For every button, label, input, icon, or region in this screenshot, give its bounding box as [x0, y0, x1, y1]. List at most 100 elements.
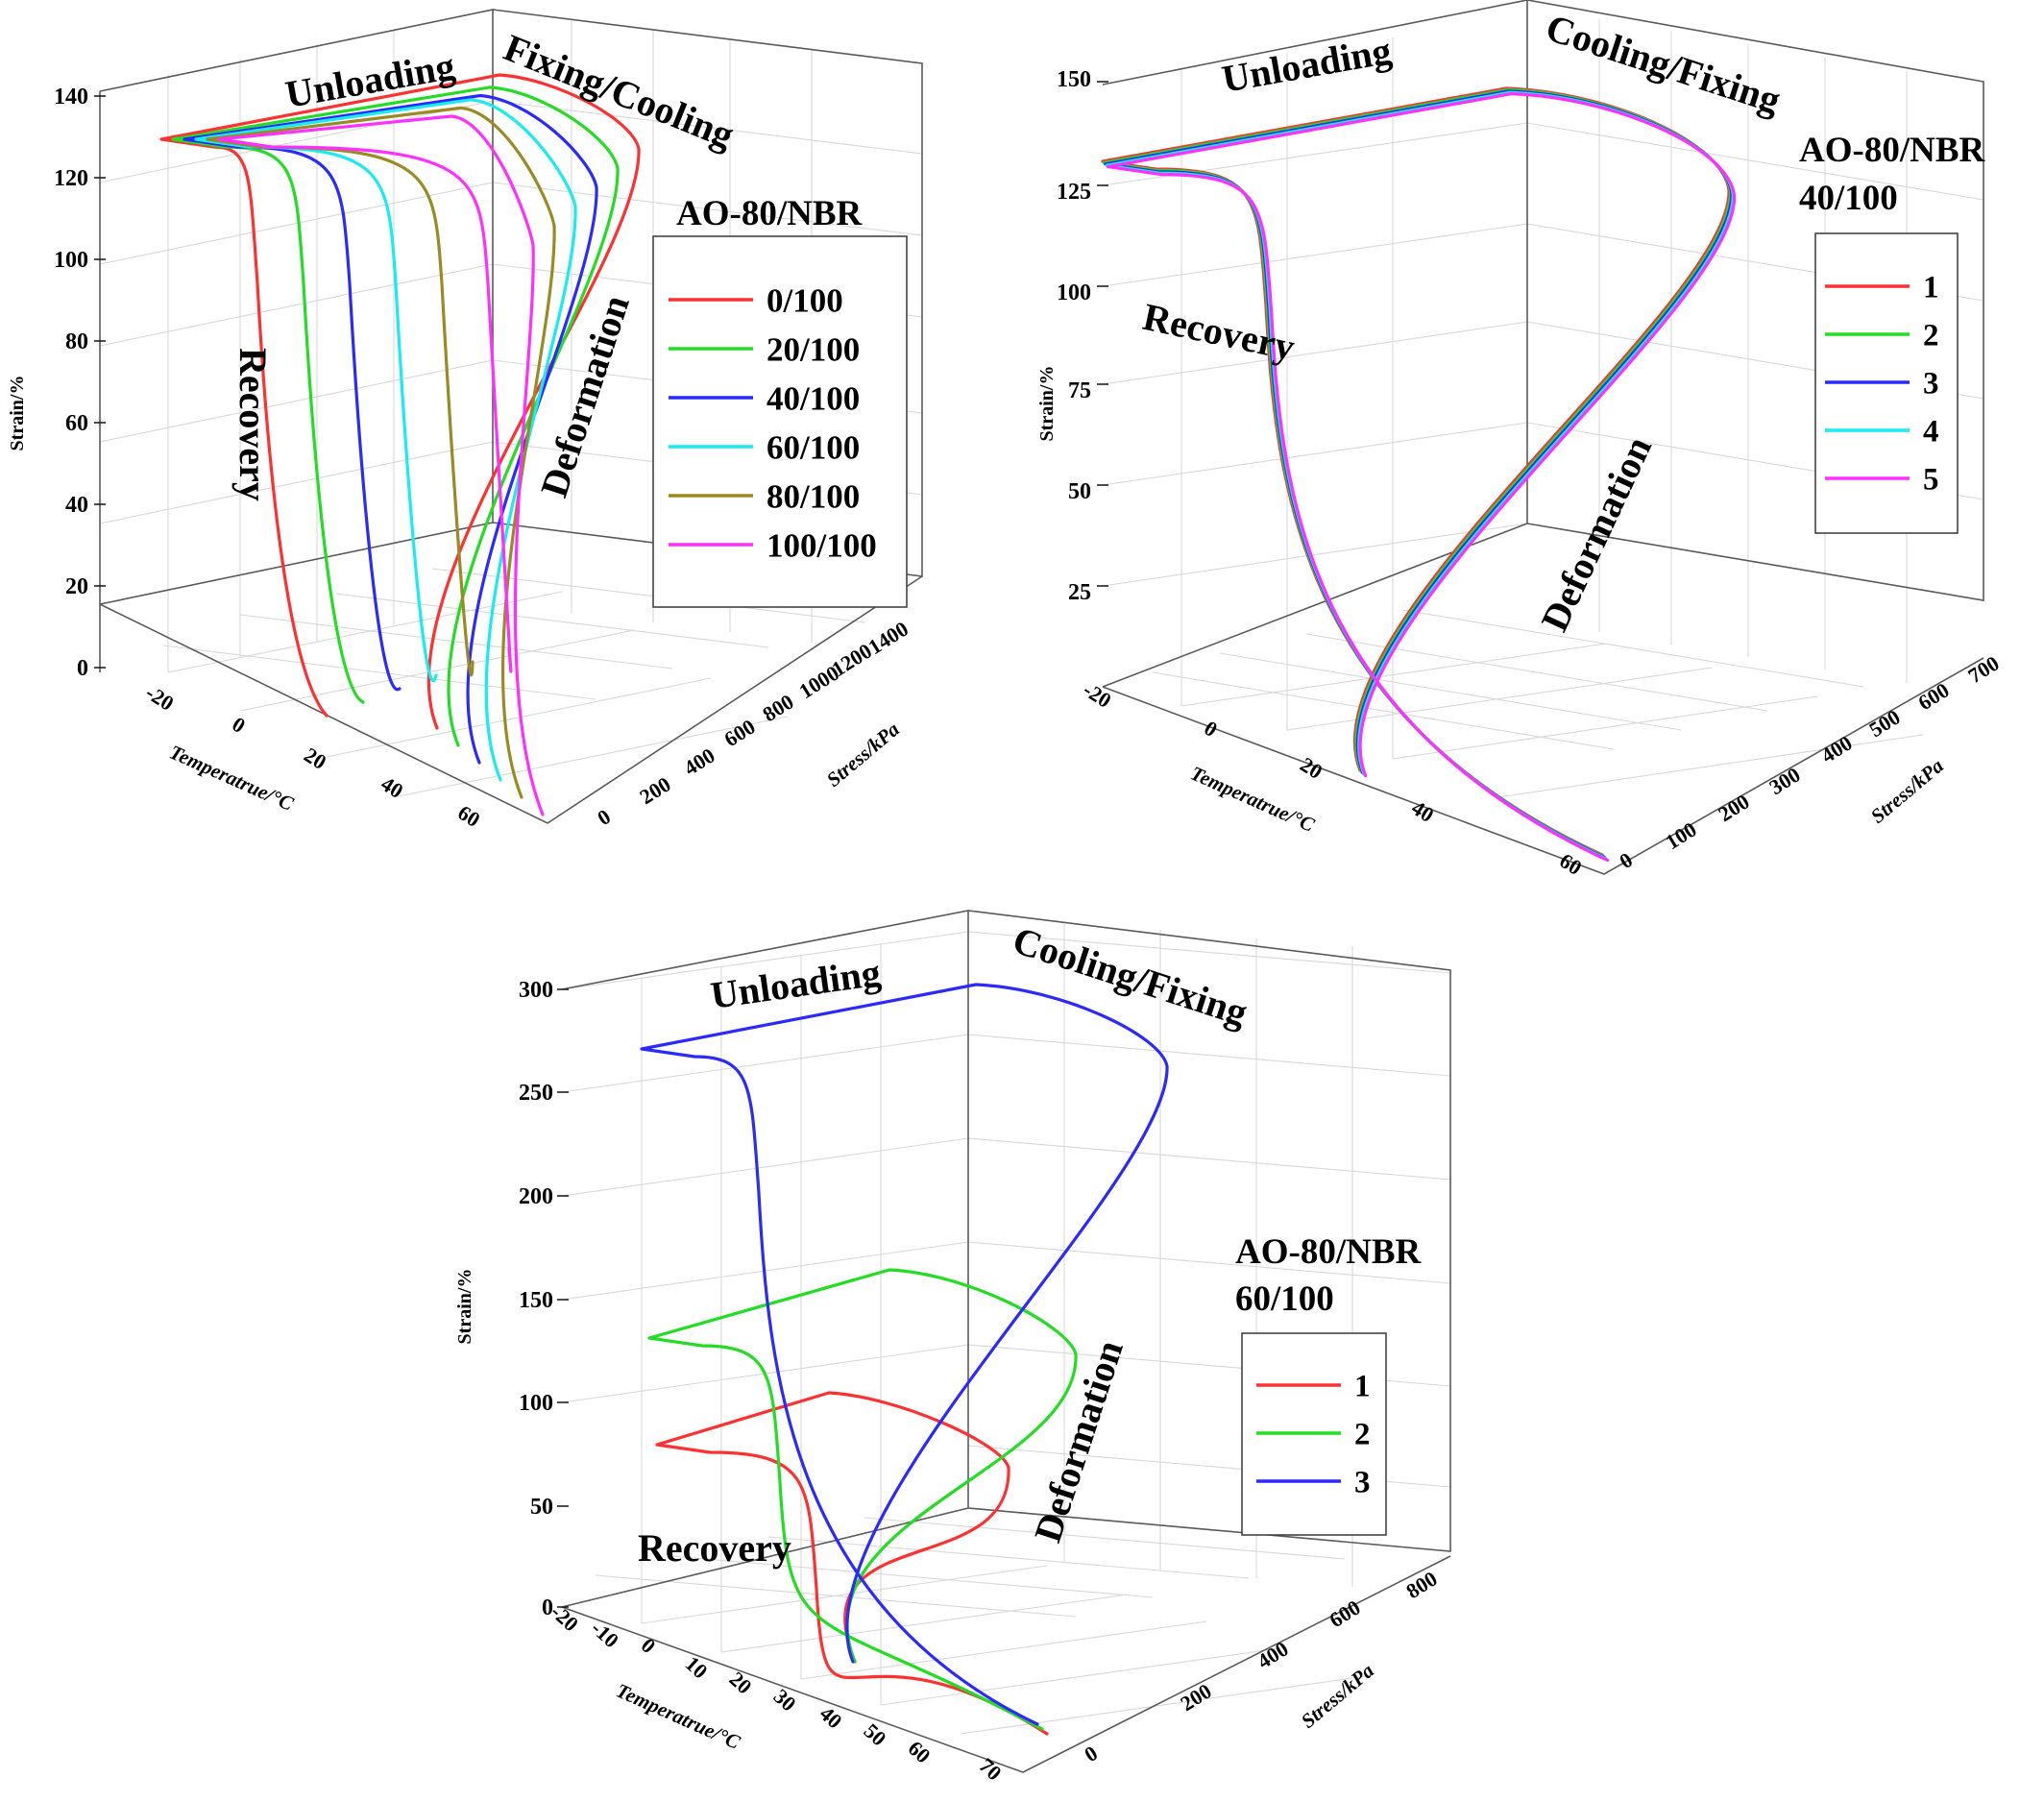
annotation-deformation: Deformation [1026, 1335, 1132, 1547]
legend-label-1: 1 [1923, 271, 1939, 305]
x-tick-label: -20 [141, 680, 178, 716]
series-line-20-100 [171, 85, 620, 747]
legend-label-3: 3 [1923, 367, 1939, 402]
x-tick-label: 0 [1200, 716, 1222, 742]
z-tick-label: 0 [593, 804, 615, 830]
z-tick-label: 400 [679, 743, 718, 781]
x-axis-label: Temperatrue/°C [613, 1679, 744, 1755]
y-tick-label: 0 [542, 1595, 553, 1620]
legend-label-3: 3 [1354, 1466, 1371, 1500]
z-tick-label: 0 [1080, 1741, 1102, 1766]
y-axis-label: Strain/% [7, 376, 28, 451]
y-tick-label: 250 [519, 1081, 553, 1106]
legend-subtitle: 40/100 [1799, 179, 1898, 218]
series-line-60-100 [194, 98, 577, 782]
y-axis-label: Strain/% [1036, 366, 1058, 442]
y-tick-label: 100 [1057, 280, 1091, 305]
y-axis-label: Strain/% [454, 1269, 475, 1345]
y-tick-label: 25 [1068, 580, 1091, 605]
x-axis: -20 0 20 40 60 Temperatrue/°C [1079, 677, 1586, 880]
z-tick-label: 400 [1253, 1637, 1292, 1674]
legend: AO-80/NBR 60/100 1 2 3 [1235, 1232, 1423, 1536]
x-axis-label: Temperatrue/°C [166, 741, 298, 816]
y-tick-label: 150 [519, 1288, 553, 1313]
legend-label-2: 2 [1354, 1418, 1371, 1452]
y-tick-label: 0 [77, 656, 88, 681]
x-tick-label: 0 [228, 712, 250, 738]
x-tick-label: -10 [587, 1616, 624, 1652]
x-tick-label: -20 [1079, 677, 1115, 713]
series-line-5 [1107, 92, 1737, 863]
x-tick-label: 20 [725, 1667, 757, 1698]
legend-title: AO-80/NBR [1799, 131, 1986, 170]
y-tick-label: 80 [65, 329, 88, 354]
x-tick-label: 0 [637, 1633, 661, 1658]
y-tick-label: 150 [1057, 67, 1091, 92]
legend-title: AO-80/NBR [676, 194, 864, 233]
z-tick-label: 600 [1913, 678, 1953, 716]
grid-left-wall [1102, 37, 1528, 759]
x-tick-label: 60 [1555, 848, 1586, 880]
x-axis: -20 0 20 40 60 Temperatrue/°C [141, 680, 484, 832]
y-tick-label: 40 [65, 493, 88, 518]
z-tick-label: 600 [719, 715, 759, 752]
annotation-recovery: Recovery [638, 1526, 791, 1570]
annotation-unloading: Unloading [1219, 29, 1395, 101]
y-tick-label: 50 [530, 1495, 553, 1520]
y-tick-label: 75 [1068, 378, 1091, 403]
series-curves [159, 73, 641, 816]
x-tick-label: 40 [815, 1701, 847, 1733]
y-axis: 0 50 100 150 200 250 300 Strain/% [454, 978, 569, 1620]
annotation-fixing: Cooling/Fixing [1541, 6, 1786, 122]
series-line-3 [640, 983, 1169, 1726]
legend-label-1: 1 [1354, 1370, 1371, 1404]
grid-left-wall [561, 931, 969, 1705]
y-tick-label: 300 [519, 978, 553, 1003]
annotation-deformation: Deformation [532, 290, 638, 502]
legend-title: AO-80/NBR [1235, 1232, 1423, 1272]
x-tick-label: 20 [300, 743, 330, 774]
panel-bottom: 0 50 100 150 200 250 300 Strain/% -20 -1… [454, 910, 1451, 1785]
y-tick-label: 50 [1068, 479, 1091, 504]
x-tick-label: 70 [975, 1753, 1007, 1785]
x-tick-label: 30 [769, 1684, 801, 1716]
x-tick-label: 40 [1407, 795, 1438, 827]
legend-label-5: 5 [1923, 463, 1939, 498]
x-tick-label: 10 [681, 1651, 713, 1683]
z-tick-label: 800 [1401, 1567, 1441, 1604]
z-tick-label: 400 [1816, 731, 1856, 768]
z-tick-label: 500 [1864, 705, 1904, 743]
series-line-100-100 [217, 114, 545, 816]
grid-floor [162, 568, 865, 798]
y-tick-label: 120 [54, 166, 88, 191]
z-axis: 0 100 200 300 400 500 600 700 Stress/kPa [1615, 651, 2003, 874]
legend-label-2: 2 [1923, 319, 1939, 353]
z-tick-label: 200 [1176, 1679, 1215, 1717]
z-axis-label: Stress/kPa [1297, 1659, 1378, 1733]
y-tick-label: 125 [1057, 180, 1091, 205]
series-line-2 [647, 1268, 1078, 1731]
z-axis-label: Stress/kPa [822, 718, 904, 791]
panel-top-left: 0 20 40 60 80 100 120 140 Strain/% -20 0… [7, 9, 923, 832]
axes-frame [561, 910, 1451, 1773]
z-tick-label: 800 [758, 690, 797, 727]
x-tick-label: 40 [377, 771, 407, 803]
series-line-0-100 [159, 73, 641, 730]
y-tick-label: 200 [519, 1184, 553, 1209]
legend-label-4: 4 [1923, 415, 1939, 450]
z-tick-label: 600 [1325, 1595, 1364, 1633]
y-tick-label: 140 [54, 85, 88, 110]
series-line-40-100 [182, 93, 598, 765]
z-axis-label: Stress/kPa [1866, 754, 1948, 828]
x-tick-label: 60 [904, 1736, 936, 1767]
z-tick-label: 700 [1963, 651, 2003, 689]
legend-label-20-100: 20/100 [766, 330, 860, 368]
grid-floor [1152, 609, 1924, 798]
y-tick-label: 60 [65, 411, 88, 436]
x-axis: -20 -10 0 10 20 30 40 50 60 70 Temperatr… [547, 1599, 1007, 1785]
annotation-recovery: Recovery [231, 348, 275, 501]
axes-frame [1102, 0, 1984, 875]
y-axis: 25 50 75 100 125 150 Strain/% [1036, 67, 1108, 605]
legend: AO-80/NBR 0/100 20/100 40/100 60/100 80/100 1… [652, 194, 908, 608]
